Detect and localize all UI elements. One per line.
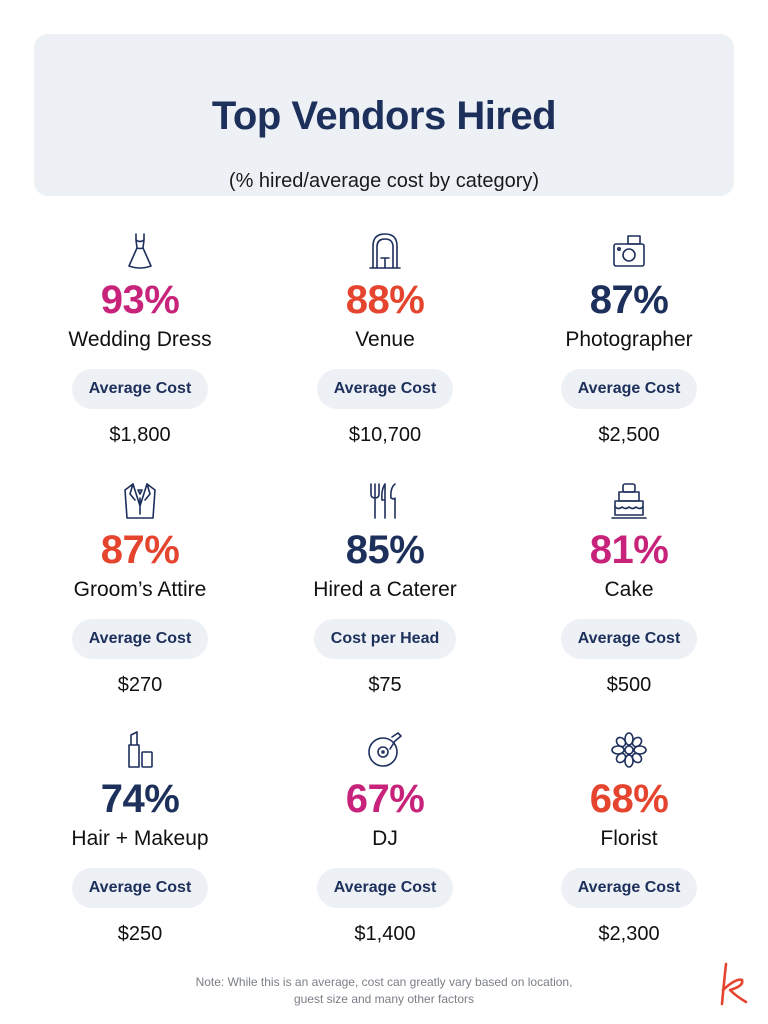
vendor-percent: 68% <box>589 777 669 821</box>
vendor-percent: 88% <box>345 278 425 322</box>
cost-label-badge: Average Cost <box>71 369 209 409</box>
vendor-card-florist: 68% Florist Average Cost $2,300 <box>519 729 739 946</box>
record-icon <box>364 729 406 771</box>
vendor-percent: 81% <box>589 528 669 572</box>
cost-label-badge: Average Cost <box>560 868 698 908</box>
cost-label-badge: Average Cost <box>316 868 454 908</box>
camera-icon <box>608 230 650 272</box>
vendor-percent: 85% <box>345 528 425 572</box>
vendor-cost: $2,500 <box>598 424 660 446</box>
lipstick-icon <box>119 729 161 771</box>
vendor-label: Photographer <box>565 328 693 351</box>
vendor-card-venue: 88% Venue Average Cost $10,700 <box>275 230 495 447</box>
footnote-line-2: guest size and many other factors <box>293 992 475 1006</box>
vendor-card-photographer: 87% Photographer Average Cost $2,500 <box>519 230 739 447</box>
cost-label-badge: Average Cost <box>560 619 698 659</box>
cutlery-icon <box>364 480 406 522</box>
vendor-label: Hair + Makeup <box>71 827 209 850</box>
page-subtitle: (% hired/average cost by category) <box>228 170 540 192</box>
vendor-percent: 87% <box>589 278 669 322</box>
vendor-cost: $1,800 <box>109 424 171 446</box>
wedding-dress-icon <box>119 230 161 272</box>
vendor-label: Groom’s Attire <box>73 578 207 601</box>
vendor-percent: 74% <box>100 777 180 821</box>
vendor-percent: 93% <box>100 278 180 322</box>
vendor-card-dj: 67% DJ Average Cost $1,400 <box>275 729 495 946</box>
cake-icon <box>608 480 650 522</box>
footnote-line-1: Note: While this is an average, cost can… <box>195 975 573 989</box>
vendor-cost: $75 <box>368 674 402 696</box>
cost-label-badge: Average Cost <box>560 369 698 409</box>
header-panel: Top Vendors Hired (% hired/average cost … <box>34 34 734 196</box>
vendor-cost: $270 <box>117 674 163 696</box>
flower-icon <box>608 729 650 771</box>
vendor-card-caterer: 85% Hired a Caterer Cost per Head $75 <box>275 480 495 697</box>
page-title: Top Vendors Hired <box>211 94 557 138</box>
vendor-card-grooms-attire: 87% Groom’s Attire Average Cost $270 <box>30 480 250 697</box>
cost-label-badge: Average Cost <box>316 369 454 409</box>
vendor-cost: $250 <box>117 923 163 945</box>
venue-arch-icon <box>364 230 406 272</box>
tuxedo-icon <box>119 480 161 522</box>
vendor-card-cake: 81% Cake Average Cost $500 <box>519 480 739 697</box>
vendor-cost: $2,300 <box>598 923 660 945</box>
vendor-label: Florist <box>600 827 658 850</box>
cost-label-badge: Cost per Head <box>313 619 457 659</box>
vendor-cost: $500 <box>606 674 652 696</box>
vendor-label: Wedding Dress <box>68 328 212 351</box>
vendor-label: Cake <box>604 578 654 601</box>
footnote: Note: While this is an average, cost can… <box>0 974 768 1008</box>
vendor-label: DJ <box>372 827 398 850</box>
vendor-cost: $1,400 <box>354 923 416 945</box>
vendor-card-hair-makeup: 74% Hair + Makeup Average Cost $250 <box>30 729 250 946</box>
vendor-label: Venue <box>355 328 415 351</box>
vendor-percent: 67% <box>345 777 425 821</box>
vendor-label: Hired a Caterer <box>313 578 457 601</box>
brand-logo <box>716 962 750 1006</box>
cost-label-badge: Average Cost <box>71 619 209 659</box>
vendor-percent: 87% <box>100 528 180 572</box>
vendor-card-wedding-dress: 93% Wedding Dress Average Cost $1,800 <box>30 230 250 447</box>
vendor-cost: $10,700 <box>348 424 422 446</box>
cost-label-badge: Average Cost <box>71 868 209 908</box>
